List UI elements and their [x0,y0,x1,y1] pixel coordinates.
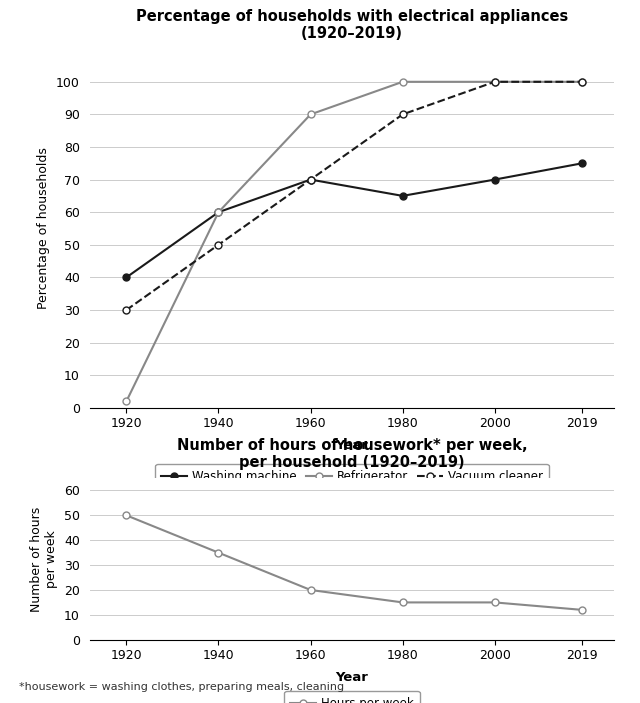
Text: *housework = washing clothes, preparing meals, cleaning: *housework = washing clothes, preparing … [19,683,344,692]
X-axis label: Year: Year [335,671,369,684]
Y-axis label: Number of hours
per week: Number of hours per week [30,506,58,612]
Y-axis label: Percentage of households: Percentage of households [38,148,51,309]
Legend: Washing machine, Refrigerator, Vacuum cleaner: Washing machine, Refrigerator, Vacuum cl… [155,464,549,489]
Title: Number of hours of housework* per week,
per household (1920–2019): Number of hours of housework* per week, … [177,437,527,470]
X-axis label: Year: Year [335,439,369,452]
Title: Percentage of households with electrical appliances
(1920–2019): Percentage of households with electrical… [136,8,568,41]
Legend: Hours per week: Hours per week [284,691,420,703]
